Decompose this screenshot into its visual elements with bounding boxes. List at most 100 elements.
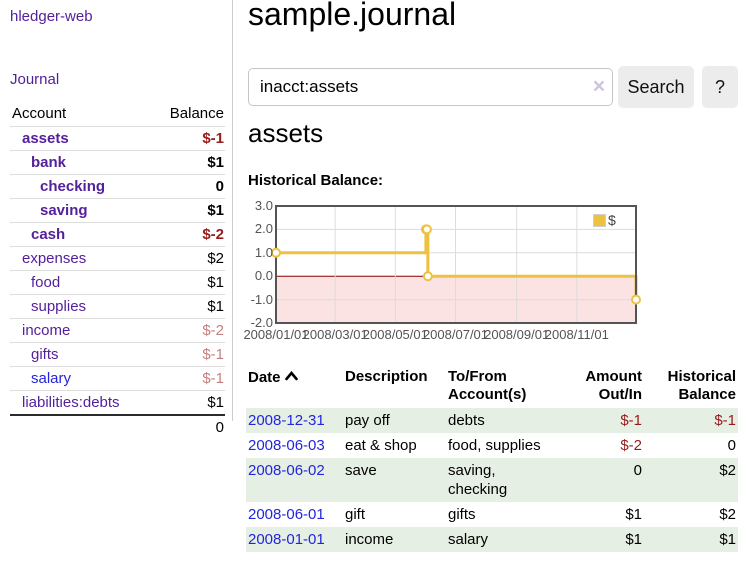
register-row: 2008-06-03 eat & shop food, supplies $-2… (246, 433, 738, 458)
chart-title: Historical Balance: (248, 172, 384, 189)
account-balance: $-2 (151, 318, 225, 343)
x-axis-tick-label: 2008/07/01 (422, 327, 489, 342)
account-balance: $-1 (151, 342, 225, 367)
transaction-balance: $2 (719, 506, 736, 523)
transaction-balance: $1 (719, 531, 736, 548)
transaction-accounts: salary (448, 531, 489, 548)
transaction-description: pay off (345, 412, 390, 429)
search-input[interactable] (248, 68, 613, 106)
account-link[interactable]: saving (40, 202, 88, 219)
transaction-balance: $2 (719, 462, 736, 479)
account-balance: $2 (151, 246, 225, 271)
register-header-amount: Amount Out/In (585, 368, 642, 403)
transaction-date-link[interactable]: 2008-06-03 (248, 437, 325, 454)
register-header-description: Description (345, 368, 428, 385)
x-axis-tick-label: 2008/11/01 (544, 327, 609, 342)
account-balance: $-1 (151, 126, 225, 151)
transaction-description: gift (345, 506, 366, 523)
sidebar-item-journal[interactable]: Journal (10, 71, 60, 88)
account-balance: $1 (151, 390, 225, 416)
accounts-header-balance: Balance (151, 102, 225, 127)
accounts-total-balance: 0 (151, 414, 225, 439)
sidebar: hledger-web Journal Account Balance asse… (0, 0, 233, 439)
account-row: salary $-1 (10, 366, 225, 391)
account-row: cash $-2 (10, 222, 225, 247)
account-balance: $1 (151, 198, 225, 223)
y-axis-tick-label: 2.0 (254, 221, 273, 237)
page-title: sample.journal (248, 0, 457, 32)
y-axis-tick-label: -1.0 (250, 291, 273, 307)
legend-label: $ (608, 212, 616, 228)
account-row: income $-2 (10, 318, 225, 343)
account-link[interactable]: income (22, 322, 71, 339)
account-row: expenses $2 (10, 246, 225, 271)
y-axis-tick-label: 1.0 (254, 244, 273, 260)
transaction-amount: $1 (625, 506, 642, 523)
transaction-description: income (345, 531, 394, 548)
accounts-header-account: Account (10, 102, 152, 127)
transaction-balance: 0 (727, 437, 736, 454)
account-row: checking 0 (10, 174, 225, 199)
register-header-accounts: To/From Account(s) (448, 368, 527, 403)
account-balance: $1 (151, 294, 225, 319)
account-row: assets $-1 (10, 126, 225, 151)
app-brand-link[interactable]: hledger-web (10, 8, 93, 25)
transaction-accounts: saving, checking (448, 462, 508, 498)
account-balance: $1 (151, 270, 225, 295)
balance-chart: $ 3.0 2.0 1.0 0.0 -1.0 -2.0 2008/01/01 2008/03/… (243, 198, 742, 345)
account-heading: assets (248, 118, 324, 148)
transaction-balance: $-1 (714, 412, 736, 429)
register-row: 2008-01-01 income salary $1 $1 (246, 527, 738, 552)
help-button[interactable]: ? (702, 66, 738, 108)
account-row: food $1 (10, 270, 225, 295)
chart-legend: $ (593, 212, 616, 228)
y-axis-tick-label: 3.0 (254, 198, 273, 213)
account-link[interactable]: bank (31, 154, 67, 171)
transaction-date-link[interactable]: 2008-06-01 (248, 506, 325, 523)
account-link[interactable]: cash (31, 226, 66, 243)
account-balance: $-2 (151, 222, 225, 247)
x-axis-tick-label: 2008/05/01 (362, 327, 428, 342)
register-row: 2008-06-01 gift gifts $1 $2 (246, 502, 738, 527)
transaction-amount: 0 (633, 462, 642, 479)
account-link[interactable]: checking (40, 178, 106, 195)
transaction-amount: $-2 (620, 437, 642, 454)
transaction-amount: $1 (625, 531, 642, 548)
transaction-date-link[interactable]: 2008-06-02 (248, 462, 325, 479)
register-header-date[interactable]: Date (246, 366, 343, 408)
account-balance: 0 (151, 174, 225, 199)
account-link[interactable]: assets (22, 130, 69, 147)
legend-swatch-icon (593, 213, 606, 227)
account-row: saving $1 (10, 198, 225, 223)
account-row: supplies $1 (10, 294, 225, 319)
transaction-accounts: food, supplies (448, 437, 541, 454)
account-link[interactable]: supplies (31, 298, 87, 315)
search-button[interactable]: Search (618, 66, 694, 108)
register-row: 2008-06-02 save saving, checking 0 $2 (246, 458, 738, 502)
transaction-amount: $-1 (620, 412, 642, 429)
x-axis-tick-label: 2008/01/01 (243, 327, 309, 342)
transaction-date-link[interactable]: 2008-12-31 (248, 412, 325, 429)
register-row: 2008-12-31 pay off debts $-1 $-1 (246, 408, 738, 433)
account-link[interactable]: expenses (22, 250, 87, 267)
accounts-table: Account Balance assets $-1 bank $1 check… (10, 102, 225, 439)
x-axis-tick-label: 2008/03/01 (302, 327, 368, 342)
account-link[interactable]: liabilities:debts (22, 394, 120, 411)
transaction-date-link[interactable]: 2008-01-01 (248, 531, 325, 548)
account-link[interactable]: gifts (31, 346, 59, 363)
sort-ascending-icon (284, 368, 298, 386)
clear-search-icon[interactable]: × (592, 75, 606, 98)
y-axis-tick-label: -2.0 (250, 315, 273, 330)
account-balance: $1 (151, 150, 225, 175)
account-link[interactable]: food (31, 274, 61, 291)
transaction-description: save (345, 462, 377, 479)
x-axis-tick-label: 2008/09/01 (484, 327, 550, 342)
transaction-accounts: gifts (448, 506, 476, 523)
register-table: Date Description To/From Account(s) Amou… (246, 366, 738, 552)
account-row: liabilities:debts $1 (10, 390, 225, 416)
transaction-accounts: debts (448, 412, 485, 429)
account-link[interactable]: salary (31, 370, 72, 387)
account-row: bank $1 (10, 150, 225, 175)
account-balance: $-1 (151, 366, 225, 391)
accounts-total-row: 0 (10, 414, 225, 439)
